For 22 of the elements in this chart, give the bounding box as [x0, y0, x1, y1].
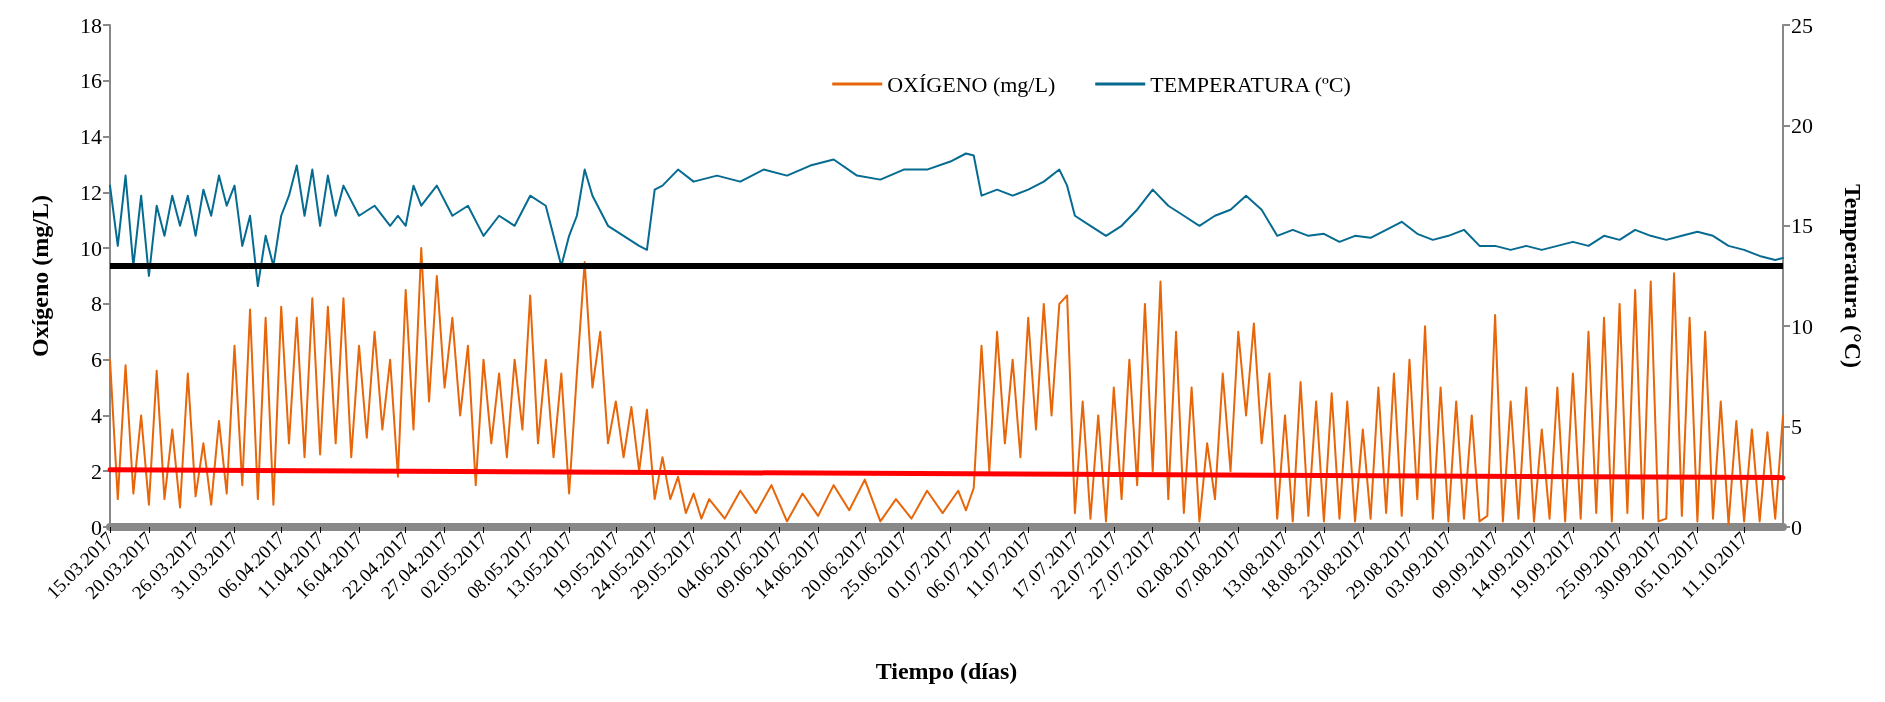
- y-tick-label: 18: [80, 12, 102, 38]
- y2-tick-label: 10: [1791, 313, 1813, 339]
- y2-tick-label: 0: [1791, 514, 1802, 540]
- y-tick-label: 6: [91, 347, 102, 373]
- legend-label: OXÍGENO (mg/L): [887, 71, 1056, 97]
- y-tick-label: 12: [80, 179, 102, 205]
- x-axis-title: Tiempo (días): [875, 658, 1018, 684]
- y-tick-label: 10: [80, 235, 102, 261]
- y-tick-label: 2: [91, 458, 102, 484]
- legend-label: TEMPERATURA (ºC): [1150, 71, 1351, 97]
- y2-tick-label: 5: [1791, 414, 1802, 440]
- y2-tick-label: 25: [1791, 12, 1813, 38]
- line-series: [109, 247, 1784, 526]
- y2-tick-label: 20: [1791, 112, 1813, 138]
- y-axis-title: Oxígeno (mg/L): [27, 195, 53, 357]
- line-series: [109, 152, 1784, 288]
- y-tick-label: 8: [91, 291, 102, 317]
- y-tick-label: 4: [91, 402, 102, 428]
- y2-tick-label: 15: [1791, 213, 1813, 239]
- y2-axis-title: Temperatura (°C): [1840, 183, 1866, 369]
- y-tick-label: 16: [80, 68, 102, 94]
- y-tick-label: 14: [80, 124, 102, 150]
